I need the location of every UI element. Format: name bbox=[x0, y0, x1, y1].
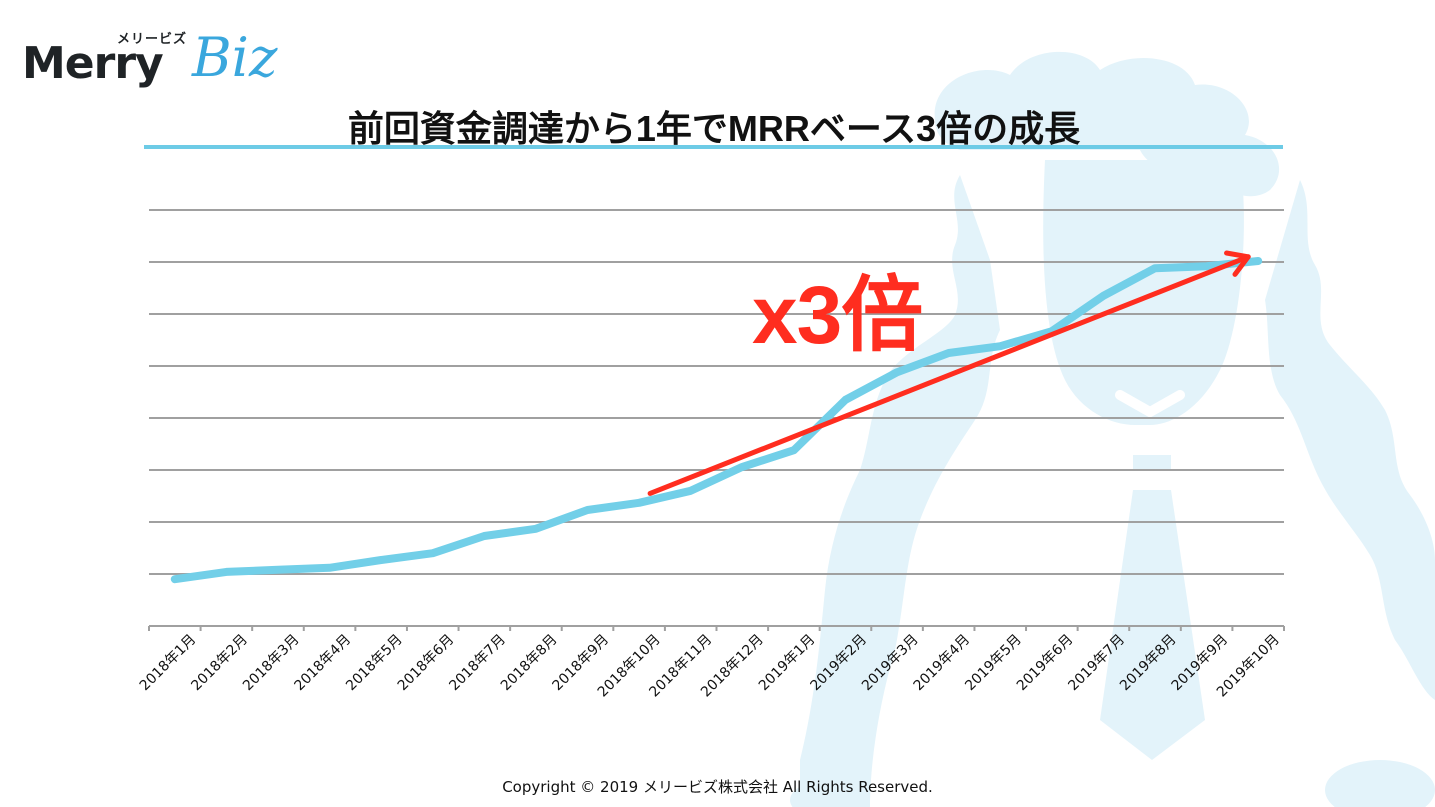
logo-kana: メリービズ bbox=[117, 32, 188, 47]
copyright-footer: Copyright © 2019 メリービズ株式会社 All Rights Re… bbox=[502, 778, 933, 796]
title-underline bbox=[144, 145, 1283, 149]
logo-wordmark-merry: Merry bbox=[22, 38, 164, 89]
mrr-series-line bbox=[170, 257, 1263, 584]
growth-arrow-icon bbox=[647, 250, 1251, 496]
x-axis-labels: 2018年1月2018年2月2018年3月2018年4月2018年5月2018年… bbox=[137, 632, 1283, 701]
growth-annotation: x3倍 bbox=[752, 270, 923, 361]
merrybiz-logo: メリービズ Merry Biz bbox=[22, 18, 302, 98]
logo-wordmark-biz: Biz bbox=[192, 26, 278, 89]
x-axis bbox=[148, 625, 1285, 631]
slide-title: 前回資金調達から1年でMRRベース3倍の成長 bbox=[347, 108, 1081, 149]
chart-gridlines bbox=[149, 209, 1284, 575]
